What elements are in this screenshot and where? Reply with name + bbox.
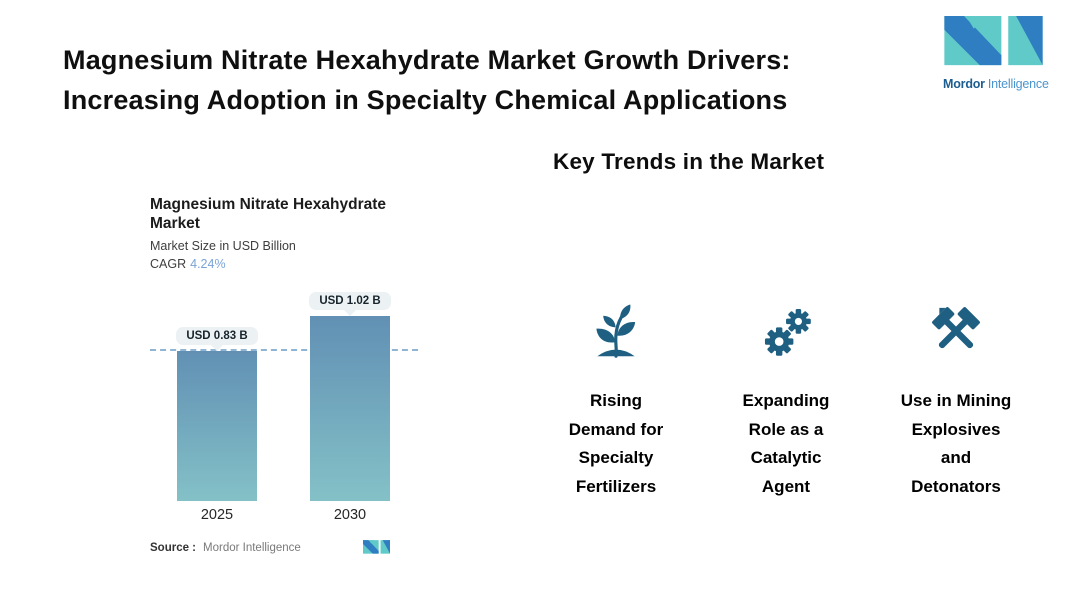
x-label-2030: 2030 <box>333 507 367 523</box>
chart-cagr: CAGR 4.24% <box>150 257 422 271</box>
key-trends-heading: Key Trends in the Market <box>553 149 825 174</box>
brand-wordmark: Mordor Intelligence <box>943 77 1049 91</box>
page-title: Magnesium Nitrate Hexahydrate Market Gro… <box>63 45 791 115</box>
source-value: Mordor Intelligence <box>203 542 301 554</box>
trend-label: Rising Demand for Specialty Fertilizers <box>568 391 664 496</box>
brand-logo: Mordor Intelligence <box>943 16 1049 91</box>
mordor-intelligence-logo-icon <box>943 16 1043 66</box>
market-size-chart: Magnesium Nitrate Hexahydrate Market Mar… <box>150 195 422 556</box>
chart-title: Magnesium Nitrate Hexahydrate Market <box>150 196 387 232</box>
x-axis-labels: 2025 2030 <box>177 507 422 523</box>
trend-label: Use in Mining Explosives and Detonators <box>900 391 1012 496</box>
brand-name-primary: Mordor <box>943 77 985 91</box>
value-label-2030: USD 1.02 B <box>309 292 391 310</box>
crossed-hammers-icon <box>926 298 986 360</box>
trend-label: Expanding Role as a Catalytic Agent <box>742 391 830 496</box>
value-label-2025: USD 0.83 B <box>176 327 258 345</box>
brand-name-secondary: Intelligence <box>987 77 1049 91</box>
bar-2025 <box>177 351 257 501</box>
source-label: Source : <box>150 542 197 554</box>
cagr-value: 4.24% <box>190 257 226 271</box>
source-row: Source : Mordor Intelligence <box>150 540 390 556</box>
reference-dashed-line <box>150 349 418 351</box>
value-label-pointer <box>344 310 356 316</box>
key-trends-row: Rising Demand for Specialty Fertilizers <box>540 298 1032 501</box>
gears-icon <box>759 298 814 360</box>
x-label-2025: 2025 <box>200 507 234 523</box>
trend-item-mining: Use in Mining Explosives and Detonators <box>880 298 1032 501</box>
chart-subtitle: Market Size in USD Billion <box>150 239 296 253</box>
bar-2030 <box>310 316 390 501</box>
bar-group-2030: USD 1.02 B <box>309 292 391 501</box>
value-label-pointer <box>211 345 223 351</box>
bar-group-2025: USD 0.83 B <box>176 327 258 501</box>
bar-plot-area: USD 0.83 B USD 1.02 B <box>150 285 418 501</box>
trend-item-catalytic: Expanding Role as a Catalytic Agent <box>710 298 862 501</box>
seedling-icon <box>588 298 644 360</box>
trend-item-fertilizers: Rising Demand for Specialty Fertilizers <box>540 298 692 501</box>
bars-row: USD 0.83 B USD 1.02 B <box>176 292 391 501</box>
cagr-label: CAGR <box>150 257 187 271</box>
mordor-intelligence-logo-small-icon <box>363 540 390 554</box>
